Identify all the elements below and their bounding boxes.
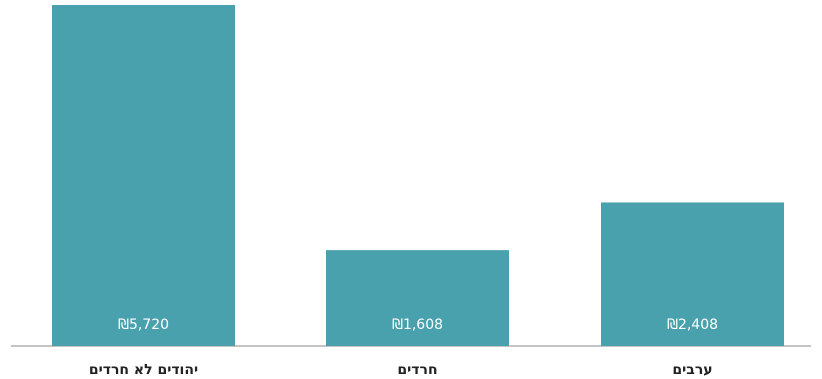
value-labels-group: ₪5,720 ₪1,608 ₪2,408: [118, 317, 718, 333]
bar-1: [326, 250, 509, 346]
bar-2: [601, 202, 784, 346]
bar-value-label: ₪2,408: [667, 317, 718, 333]
bar-value-label: ₪1,608: [392, 317, 443, 333]
category-label: יהודים לא חרדים: [89, 362, 198, 378]
bars-group: [52, 5, 784, 346]
category-labels-group: יהודים לא חרדים חרדים ערבים: [89, 362, 713, 378]
category-label: ערבים: [672, 362, 712, 378]
category-label: חרדים: [397, 362, 437, 378]
bar-value-label: ₪5,720: [118, 317, 169, 333]
bar-0: [52, 5, 235, 346]
